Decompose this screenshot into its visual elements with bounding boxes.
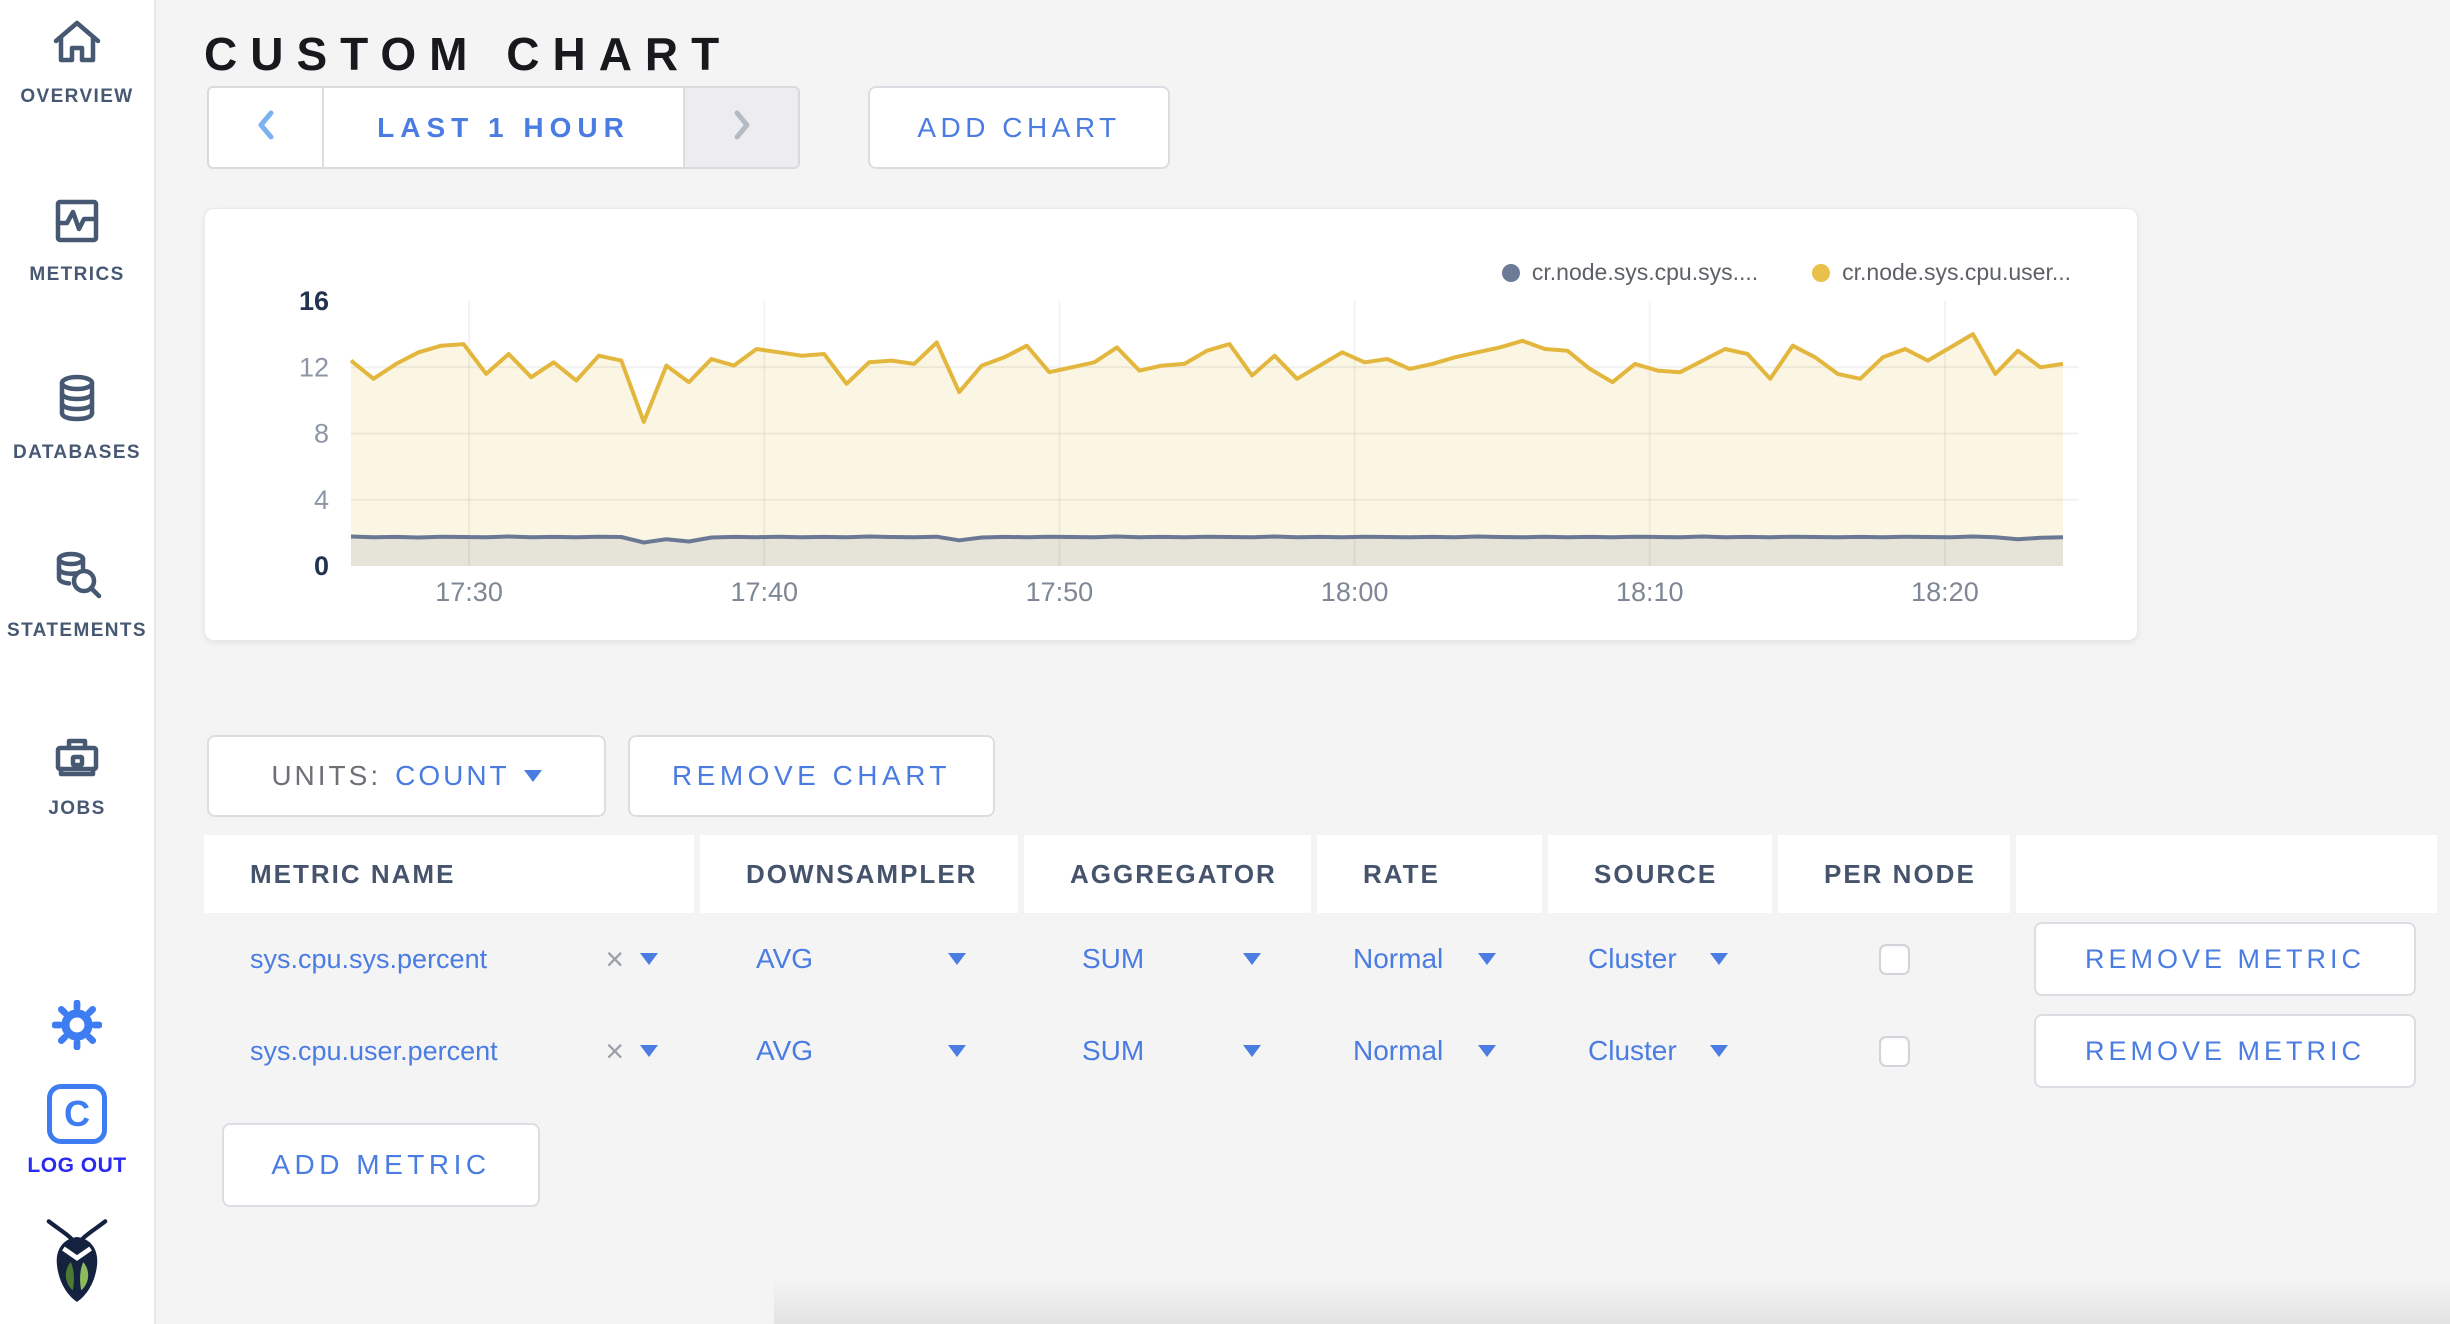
column-header: RATE [1317,835,1542,913]
chevron-down-icon [1478,953,1496,965]
database-icon [0,370,154,433]
sidebar-item-overview[interactable]: OVERVIEW [0,14,154,108]
column-header: PER NODE [1778,835,2010,913]
metric-row: sys.cpu.user.percent × AVG SUM Normal [204,1005,2437,1097]
aggregator-dropdown[interactable]: SUM [1024,1005,1311,1097]
sidebar: OVERVIEW METRICS DATABASE [0,0,156,1324]
home-icon [0,14,154,77]
chevron-down-icon [1478,1045,1496,1057]
rate-dropdown[interactable]: Normal [1317,913,1542,1005]
cockroach-c-icon: C [47,1084,107,1144]
column-header: SOURCE [1548,835,1772,913]
per-node-checkbox[interactable] [1878,943,1910,975]
source-dropdown[interactable]: Cluster [1548,1005,1772,1097]
logout-button[interactable]: C LOG OUT [0,1084,154,1178]
legend-dot-icon [1501,263,1520,282]
metric-name-dropdown[interactable]: sys.cpu.sys.percent × [204,913,694,1005]
chart-legend: cr.node.sys.cpu.sys.... cr.node.sys.cpu.… [1501,259,2071,286]
bottom-scroll-shadow [774,1278,2450,1324]
database-search-icon [0,548,154,611]
svg-text:18:00: 18:00 [1321,577,1389,607]
sidebar-item-label: STATEMENTS [7,620,147,641]
svg-text:17:30: 17:30 [435,577,503,607]
clear-metric-icon[interactable]: × [605,941,624,977]
chevron-down-icon [1243,953,1261,965]
time-range-next-button[interactable] [685,88,798,167]
remove-metric-button[interactable]: REMOVE METRIC [2034,1014,2416,1088]
page-title: CUSTOM CHART [204,27,733,80]
svg-text:18:10: 18:10 [1616,577,1684,607]
svg-text:12: 12 [299,352,329,382]
metrics-graph-icon [0,192,154,255]
sidebar-item-databases[interactable]: DATABASES [0,370,154,464]
metric-row: sys.cpu.sys.percent × AVG SUM Normal [204,913,2437,1005]
metrics-table: METRIC NAME DOWNSAMPLER AGGREGATOR RATE … [204,835,2437,1097]
settings-button[interactable] [0,999,154,1055]
svg-text:17:40: 17:40 [730,577,798,607]
chevron-down-icon [1710,953,1728,965]
column-header: AGGREGATOR [1024,835,1311,913]
logout-label: LOG OUT [27,1154,127,1177]
chevron-down-icon [640,1045,658,1057]
svg-text:17:50: 17:50 [1026,577,1094,607]
svg-text:8: 8 [314,419,329,449]
svg-text:18:20: 18:20 [1911,577,1979,607]
per-node-cell [1778,913,2010,1005]
sidebar-item-metrics[interactable]: METRICS [0,192,154,286]
chevron-down-icon [1243,1045,1261,1057]
rate-dropdown[interactable]: Normal [1317,1005,1542,1097]
chevron-right-icon [732,109,752,146]
svg-text:0: 0 [314,551,329,581]
chevron-down-icon [523,770,542,782]
main-content: CUSTOM CHART LAST 1 HOUR ADD CHART 0 4 8 12… [154,0,2450,1324]
downsampler-dropdown[interactable]: AVG [700,913,1018,1005]
remove-metric-button[interactable]: REMOVE METRIC [2034,922,2416,996]
metric-name-dropdown[interactable]: sys.cpu.user.percent × [204,1005,694,1097]
per-node-cell [1778,1005,2010,1097]
source-dropdown[interactable]: Cluster [1548,913,1772,1005]
svg-text:4: 4 [314,485,329,515]
time-range-dropdown[interactable]: LAST 1 HOUR [322,88,685,167]
sidebar-item-jobs[interactable]: JOBS [0,726,154,820]
units-dropdown[interactable]: UNITS: COUNT [207,735,606,817]
chevron-down-icon [948,953,966,965]
legend-item-sys[interactable]: cr.node.sys.cpu.sys.... [1501,259,1758,286]
sidebar-item-label: JOBS [48,798,106,819]
column-header: METRIC NAME [204,835,694,913]
time-range-prev-button[interactable] [209,88,322,167]
chevron-down-icon [948,1045,966,1057]
gear-icon [51,999,103,1054]
chevron-left-icon [256,109,276,146]
chevron-down-icon [640,953,658,965]
sidebar-item-label: METRICS [29,264,125,285]
column-header [2016,835,2437,913]
downsampler-dropdown[interactable]: AVG [700,1005,1018,1097]
remove-metric-cell: REMOVE METRIC [2016,913,2437,1005]
remove-metric-cell: REMOVE METRIC [2016,1005,2437,1097]
sidebar-item-label: DATABASES [12,442,141,463]
remove-chart-button[interactable]: REMOVE CHART [628,735,995,817]
time-range-picker: LAST 1 HOUR [207,86,800,169]
legend-item-user[interactable]: cr.node.sys.cpu.user... [1812,259,2071,286]
add-chart-button[interactable]: ADD CHART [868,86,1170,169]
legend-dot-icon [1812,263,1831,282]
aggregator-dropdown[interactable]: SUM [1024,913,1311,1005]
sidebar-item-label: OVERVIEW [20,86,134,107]
briefcase-icon [0,726,154,789]
chart-card: 0 4 8 12 16 17:30 17:40 17:50 18:00 18:10 18:20 cr… [204,208,2138,641]
column-header: DOWNSAMPLER [700,835,1018,913]
svg-text:16: 16 [299,286,329,316]
cockroachdb-bug-icon [0,1214,154,1309]
clear-metric-icon[interactable]: × [605,1033,624,1069]
custom-chart-svg: 0 4 8 12 16 17:30 17:40 17:50 18:00 18:10 18:20 [299,286,2079,607]
metrics-table-header: METRIC NAME DOWNSAMPLER AGGREGATOR RATE … [204,835,2437,913]
sidebar-item-statements[interactable]: STATEMENTS [0,548,154,642]
chevron-down-icon [1710,1045,1728,1057]
per-node-checkbox[interactable] [1878,1035,1910,1067]
add-metric-button[interactable]: ADD METRIC [222,1123,540,1207]
